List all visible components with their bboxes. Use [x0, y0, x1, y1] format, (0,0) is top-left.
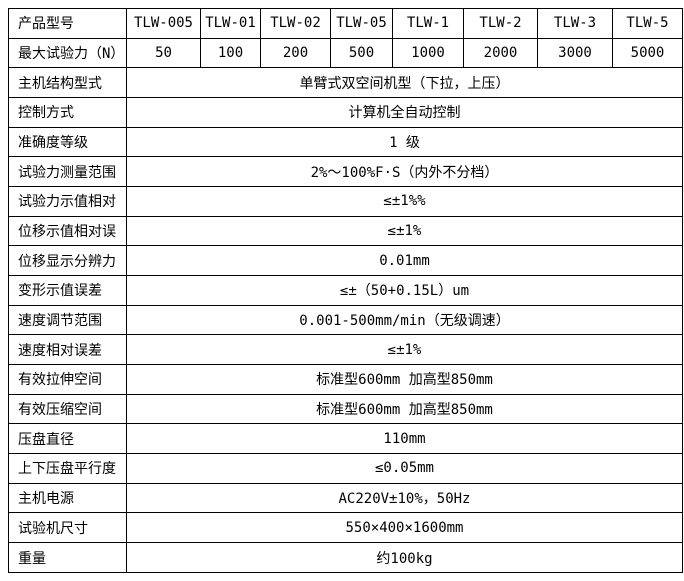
spec-label-cell: 位移显示分辨力 — [8, 245, 127, 277]
max-force-value-cell: 1000 — [392, 37, 464, 69]
model-name-cell: TLW-005 — [126, 8, 201, 39]
spec-row: 重量 约100kg — [8, 542, 683, 573]
model-name-cell: TLW-1 — [392, 8, 464, 39]
spec-row: 变形示值误差 ≤±（50+0.15L）um — [8, 275, 683, 306]
spec-label-cell: 有效压缩空间 — [8, 393, 127, 425]
spec-row: 主机结构型式 单臂式双空间机型（下拉，上压） — [8, 67, 683, 99]
spec-row: 试验力测量范围 2%～100%F·S（内外不分档） — [8, 156, 683, 188]
spec-value-cell: 标准型600mm 加高型850mm — [126, 393, 683, 425]
spec-row: 控制方式 计算机全自动控制 — [8, 97, 683, 128]
row-label-max-force: 最大试验力（N） — [8, 37, 127, 69]
spec-value-cell: ≤±1% — [126, 334, 683, 366]
spec-row: 试验机尺寸 550×400×1600mm — [8, 512, 683, 544]
model-name-cell: TLW-01 — [200, 8, 261, 39]
spec-row: 压盘直径 110mm — [8, 423, 683, 455]
spec-table-body: 产品型号 TLW-005 TLW-01 TLW-02 TLW-05 TLW-1 TLW-2 T… — [8, 8, 683, 573]
spec-value-cell: ≤±（50+0.15L）um — [126, 275, 683, 306]
spec-value-cell: 标准型600mm 加高型850mm — [126, 364, 683, 395]
spec-label-cell: 压盘直径 — [8, 423, 127, 455]
max-force-value-cell: 3000 — [537, 37, 613, 69]
product-model-row: 产品型号 TLW-005 TLW-01 TLW-02 TLW-05 TLW-1 TLW-2 T… — [8, 8, 683, 39]
model-name-cell: TLW-3 — [537, 8, 613, 39]
row-label-product-model: 产品型号 — [8, 8, 127, 39]
spec-value-cell: 单臂式双空间机型（下拉，上压） — [126, 67, 683, 99]
spec-value-cell: 110mm — [126, 423, 683, 455]
model-name-cell: TLW-02 — [260, 8, 331, 39]
spec-row: 上下压盘平行度 ≤0.05mm — [8, 453, 683, 484]
model-name-cell: TLW-05 — [330, 8, 393, 39]
spec-row: 主机电源 AC220V±10%，50Hz — [8, 482, 683, 514]
spec-value-cell: 0.001-500mm/min（无级调速） — [126, 304, 683, 336]
spec-label-cell: 速度相对误差 — [8, 334, 127, 366]
spec-value-cell: 1 级 — [126, 126, 683, 158]
spec-row: 位移显示分辨力 0.01mm — [8, 245, 683, 277]
spec-label-cell: 试验力示值相对 — [8, 186, 127, 217]
spec-row: 速度相对误差 ≤±1% — [8, 334, 683, 366]
spec-label-cell: 准确度等级 — [8, 126, 127, 158]
max-force-value-cell: 5000 — [612, 37, 683, 69]
spec-label-cell: 主机电源 — [8, 482, 127, 514]
spec-label-cell: 主机结构型式 — [8, 67, 127, 99]
spec-value-cell: ≤±1% — [126, 215, 683, 247]
max-force-value-cell: 100 — [200, 37, 261, 69]
spec-row: 速度调节范围 0.001-500mm/min（无级调速） — [8, 304, 683, 336]
max-force-value-cell: 2000 — [463, 37, 538, 69]
spec-value-cell: 2%～100%F·S（内外不分档） — [126, 156, 683, 188]
spec-value-cell: AC220V±10%，50Hz — [126, 482, 683, 514]
model-name-cell: TLW-5 — [612, 8, 683, 39]
model-name-cell: TLW-2 — [463, 8, 538, 39]
spec-row: 位移示值相对误 ≤±1% — [8, 215, 683, 247]
spec-label-cell: 位移示值相对误 — [8, 215, 127, 247]
spec-label-cell: 有效拉伸空间 — [8, 364, 127, 395]
spec-value-cell: 0.01mm — [126, 245, 683, 277]
spec-label-cell: 试验机尺寸 — [8, 512, 127, 544]
spec-row: 有效压缩空间 标准型600mm 加高型850mm — [8, 393, 683, 425]
spec-value-cell: ≤0.05mm — [126, 453, 683, 484]
spec-row: 准确度等级 1 级 — [8, 126, 683, 158]
spec-label-cell: 上下压盘平行度 — [8, 453, 127, 484]
spec-label-cell: 变形示值误差 — [8, 275, 127, 306]
spec-row: 有效拉伸空间 标准型600mm 加高型850mm — [8, 364, 683, 395]
spec-label-cell: 控制方式 — [8, 97, 127, 128]
spec-table: 产品型号 TLW-005 TLW-01 TLW-02 TLW-05 TLW-1 TLW-2 T… — [8, 8, 683, 573]
spec-row: 试验力示值相对 ≤±1%% — [8, 186, 683, 217]
spec-value-cell: ≤±1%% — [126, 186, 683, 217]
max-force-value-cell: 50 — [126, 37, 201, 69]
max-force-value-cell: 200 — [260, 37, 331, 69]
spec-label-cell: 速度调节范围 — [8, 304, 127, 336]
max-force-row: 最大试验力（N） 50 100 200 500 1000 2000 3000 5000 — [8, 37, 683, 69]
spec-label-cell: 试验力测量范围 — [8, 156, 127, 188]
spec-value-cell: 计算机全自动控制 — [126, 97, 683, 128]
spec-value-cell: 550×400×1600mm — [126, 512, 683, 544]
spec-value-cell: 约100kg — [126, 542, 683, 573]
spec-label-cell: 重量 — [8, 542, 127, 573]
max-force-value-cell: 500 — [330, 37, 393, 69]
